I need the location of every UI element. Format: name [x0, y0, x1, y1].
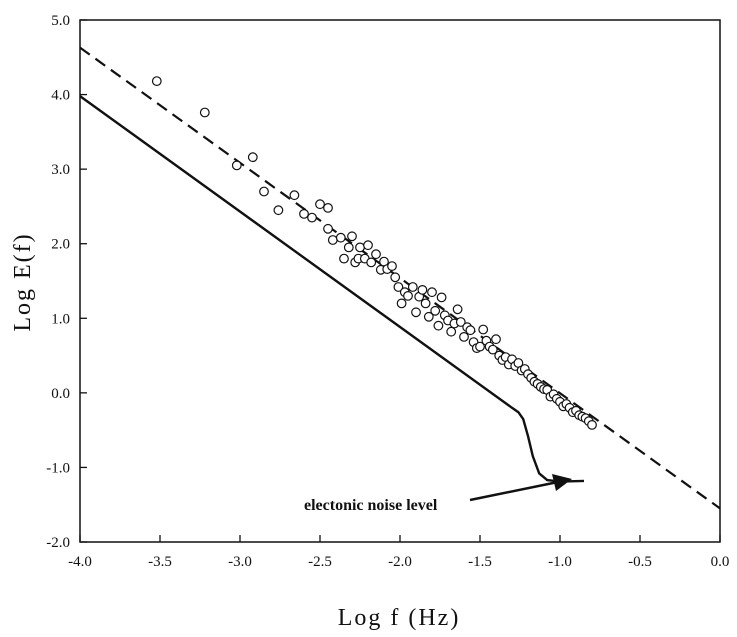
- x-tick-label: -0.5: [628, 554, 652, 570]
- data-point: [327, 235, 338, 245]
- data-point: [465, 325, 476, 336]
- data-point: [343, 242, 354, 253]
- data-point: [427, 287, 437, 298]
- x-tick-label: -1.5: [468, 554, 492, 570]
- data-point: [459, 332, 469, 342]
- data-point: [411, 307, 421, 318]
- y-tick-label: 3.0: [51, 162, 70, 178]
- data-point: [387, 261, 397, 272]
- data-point: [455, 317, 466, 327]
- x-tick-label: 0.0: [711, 554, 730, 570]
- annotation-label: electonic noise level: [304, 497, 438, 514]
- data-point: [366, 257, 377, 268]
- solid-noise-line: [79, 95, 585, 483]
- x-tick-label: -3.0: [228, 554, 252, 570]
- data-point: [587, 420, 597, 430]
- data-point: [259, 186, 269, 197]
- data-point: [299, 208, 309, 219]
- data-point: [247, 152, 258, 163]
- y-tick-label: 2.0: [51, 237, 70, 253]
- y-tick-label: 0.0: [51, 386, 70, 402]
- data-point: [433, 320, 444, 331]
- data-point: [347, 231, 357, 242]
- data-point: [273, 205, 284, 216]
- data-point: [407, 282, 418, 292]
- data-point: [491, 334, 501, 345]
- data-point: [339, 253, 349, 264]
- x-axis-ticks: -4.0 -3.5 -3.0 -2.5 -2.0 -1.5 -1.0 -0.5 0.0: [68, 535, 729, 570]
- data-point: [335, 232, 346, 243]
- plot-frame: [79, 19, 721, 543]
- data-point: [475, 341, 485, 352]
- data-point: [323, 223, 333, 234]
- data-point: [446, 326, 457, 337]
- y-tick-label: 4.0: [51, 88, 70, 104]
- data-point: [151, 76, 162, 86]
- data-point: [478, 324, 489, 335]
- data-point: [420, 298, 431, 309]
- data-point: [396, 298, 407, 309]
- data-point: [289, 190, 300, 201]
- annotation-arrow: [469, 474, 572, 502]
- data-point: [363, 240, 373, 251]
- data-point: [390, 272, 401, 283]
- data-point: [436, 292, 447, 303]
- y-axis-ticks: -2.0 -1.0 0.0 1.0 2.0 3.0 4.0 5.0: [46, 13, 87, 551]
- x-tick-label: -2.0: [388, 554, 412, 570]
- x-tick-label: -3.5: [148, 554, 172, 570]
- y-tick-label: -1.0: [46, 460, 70, 476]
- y-tick-label: -2.0: [46, 535, 70, 551]
- y-tick-label: 1.0: [51, 311, 70, 327]
- data-point: [423, 311, 434, 322]
- data-point: [323, 202, 333, 213]
- x-tick-label: -1.0: [548, 554, 572, 570]
- x-axis-title: Log f (Hz): [338, 605, 461, 631]
- y-axis-title: Log E(f): [10, 232, 36, 331]
- data-point: [231, 160, 242, 171]
- data-point: [307, 212, 317, 223]
- data-points: [151, 76, 597, 430]
- data-point: [417, 285, 428, 295]
- x-tick-label: -4.0: [68, 554, 92, 570]
- data-point: [315, 199, 325, 210]
- data-point: [403, 291, 413, 301]
- data-point: [199, 107, 210, 118]
- y-tick-label: 5.0: [51, 13, 70, 29]
- data-point: [430, 305, 441, 316]
- data-point: [487, 344, 498, 355]
- x-tick-label: -2.5: [308, 554, 332, 570]
- dashed-trend-line: [79, 46, 721, 510]
- data-point: [452, 304, 463, 315]
- data-point: [355, 242, 365, 253]
- data-point: [371, 249, 381, 260]
- data-point: [393, 282, 404, 292]
